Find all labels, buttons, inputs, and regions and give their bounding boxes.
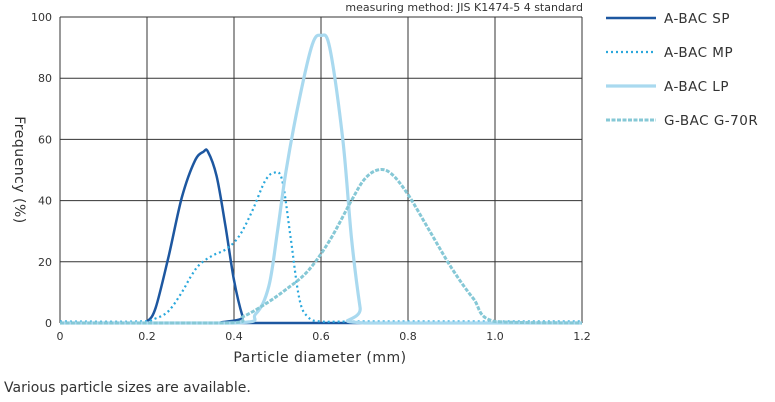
x-tick-label: 0.6 <box>312 330 330 343</box>
y-tick-label: 20 <box>38 256 52 269</box>
x-tick-label: 1.0 <box>486 330 504 343</box>
particle-size-chart: 0 0.2 0.4 0.6 0.8 1.0 1.2 0 20 40 60 80 100 measurin… <box>11 1 758 366</box>
legend-label: A-BAC LP <box>664 79 729 95</box>
x-tick-label: 0.8 <box>399 330 417 343</box>
series-line-g-bac-g-70r <box>60 167 583 325</box>
series-line-a-bac-lp <box>60 33 582 325</box>
legend: A-BAC SP A-BAC MP A-BAC LP G-BAC G-70R <box>606 11 758 129</box>
caption: Various particle sizes are available. <box>4 380 251 396</box>
legend-label: A-BAC SP <box>664 11 730 27</box>
y-tick-label: 80 <box>38 72 52 85</box>
x-tick-label: 0.4 <box>225 330 243 343</box>
grid <box>59 16 583 324</box>
tick-labels: 0 0.2 0.4 0.6 0.8 1.0 1.2 0 20 40 60 80 100 <box>31 11 591 343</box>
y-tick-label: 60 <box>38 133 52 146</box>
y-tick-label: 0 <box>45 317 52 330</box>
y-tick-label: 100 <box>31 11 52 24</box>
series-lines <box>59 33 583 325</box>
x-axis-title: Particle diameter (mm) <box>233 350 406 366</box>
y-tick-label: 40 <box>38 195 52 208</box>
legend-label: A-BAC MP <box>664 45 733 61</box>
x-tick-label: 1.2 <box>573 330 591 343</box>
legend-label: G-BAC G-70R <box>664 113 758 129</box>
y-axis-title: Frequency (%) <box>11 116 27 224</box>
x-tick-label: 0 <box>57 330 64 343</box>
x-tick-label: 0.2 <box>138 330 156 343</box>
measuring-method-note: measuring method: JIS K1474-5 4 standard <box>345 1 583 14</box>
